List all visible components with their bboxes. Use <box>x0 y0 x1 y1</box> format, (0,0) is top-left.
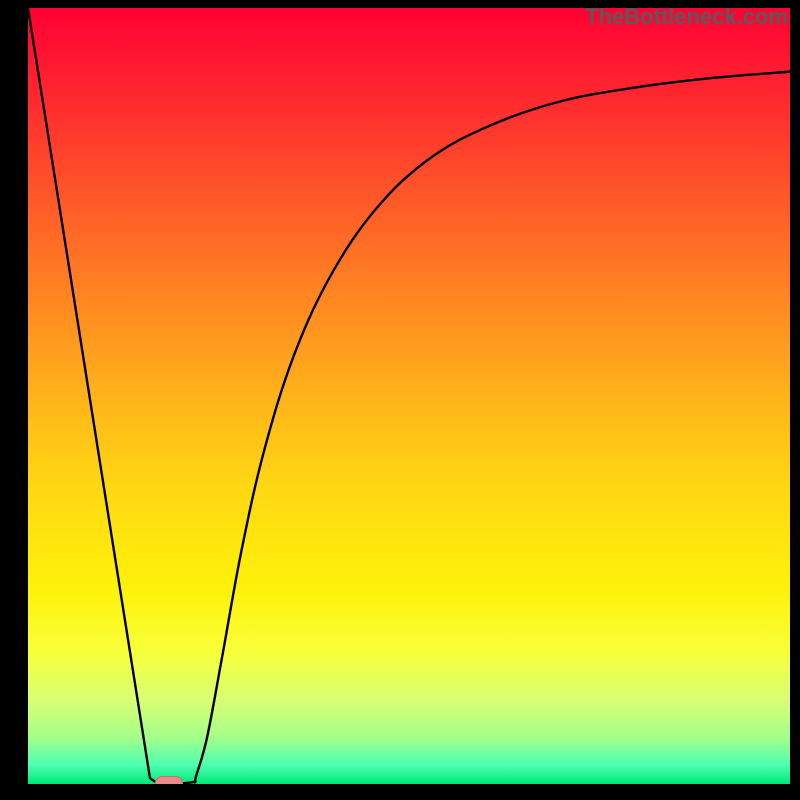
optimal-point-marker <box>155 776 183 792</box>
bottleneck-chart: TheBottleneck.com <box>0 0 800 800</box>
plot-area <box>28 8 790 784</box>
watermark-text: TheBottleneck.com <box>585 4 788 30</box>
frame-right <box>790 0 800 800</box>
frame-left <box>0 0 28 800</box>
frame-bottom <box>0 784 800 800</box>
bottleneck-curve <box>28 8 790 784</box>
curve-path <box>28 8 790 784</box>
